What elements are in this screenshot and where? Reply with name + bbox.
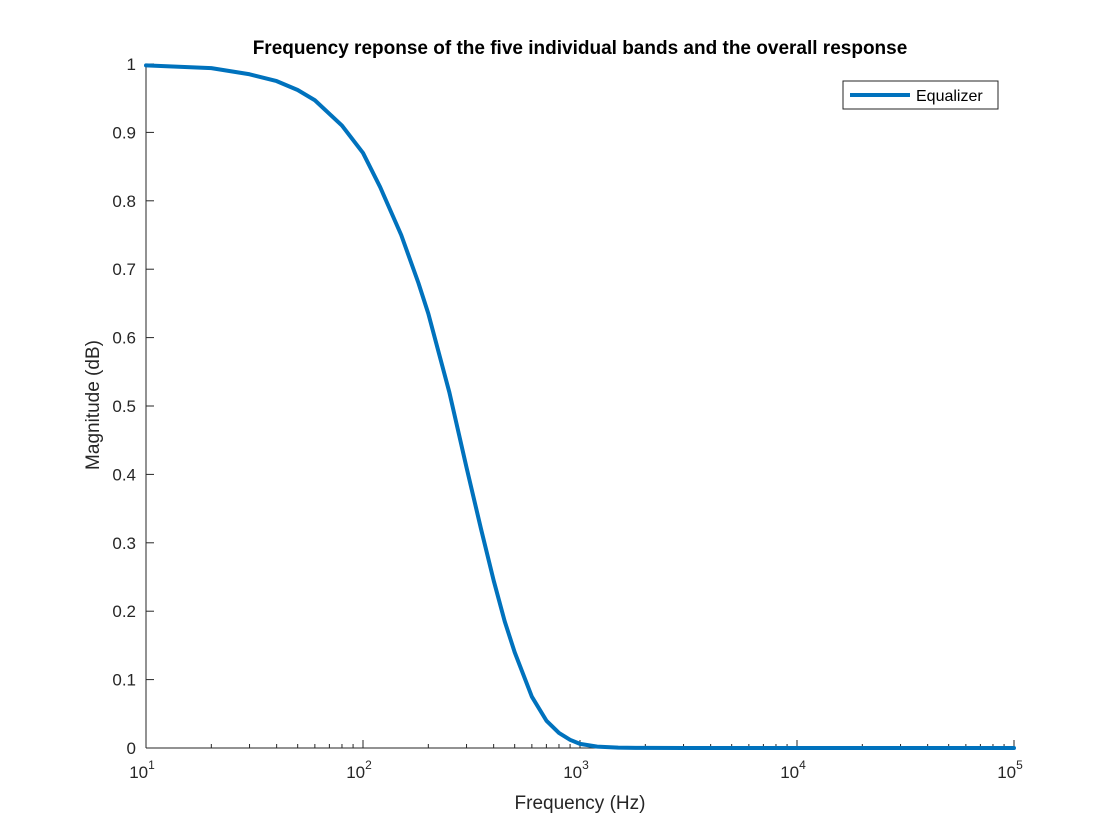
y-tick-label: 1 (127, 55, 136, 74)
y-tick-label: 0.4 (112, 465, 136, 484)
legend: Equalizer (842, 80, 999, 110)
y-tick-label: 0.6 (112, 329, 136, 348)
x-tick-label: 103 (563, 758, 589, 782)
x-tick-label: 105 (997, 758, 1023, 782)
y-tick-label: 0.9 (112, 123, 136, 142)
y-tick-label: 0.3 (112, 534, 136, 553)
y-tick-label: 0.5 (112, 397, 136, 416)
y-tick-label: 0.1 (112, 671, 136, 690)
x-tick-label: 102 (346, 758, 372, 782)
legend-entry: Equalizer (916, 88, 983, 105)
x-tick-label: 101 (129, 758, 155, 782)
x-tick-label: 104 (780, 758, 806, 782)
y-tick-label: 0.8 (112, 192, 136, 211)
y-tick-label: 0.7 (112, 260, 136, 279)
series-line-equalizer (144, 63, 1016, 750)
y-axis-label: Magnitude (dB) (83, 340, 104, 470)
x-axis-label: Frequency (Hz) (515, 793, 646, 814)
y-tick-label: 0 (127, 739, 136, 758)
chart-title: Frequency reponse of the five individual… (253, 38, 908, 59)
y-tick-label: 0.2 (112, 602, 136, 621)
plot-area: 0 0.1 0.2 0.3 0.4 0.5 0.6 0.7 0.8 0.9 1 101 102 103 10… (112, 55, 1023, 782)
